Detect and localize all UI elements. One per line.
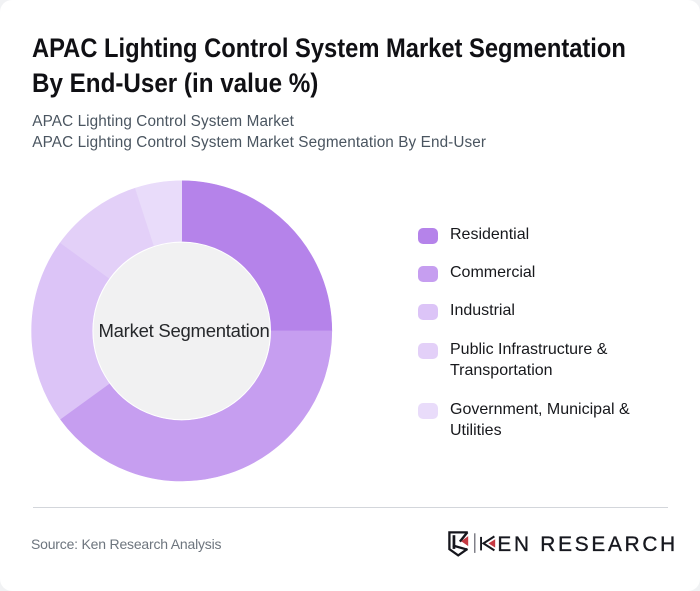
- svg-text:EN RESEARCH: EN RESEARCH: [497, 533, 677, 556]
